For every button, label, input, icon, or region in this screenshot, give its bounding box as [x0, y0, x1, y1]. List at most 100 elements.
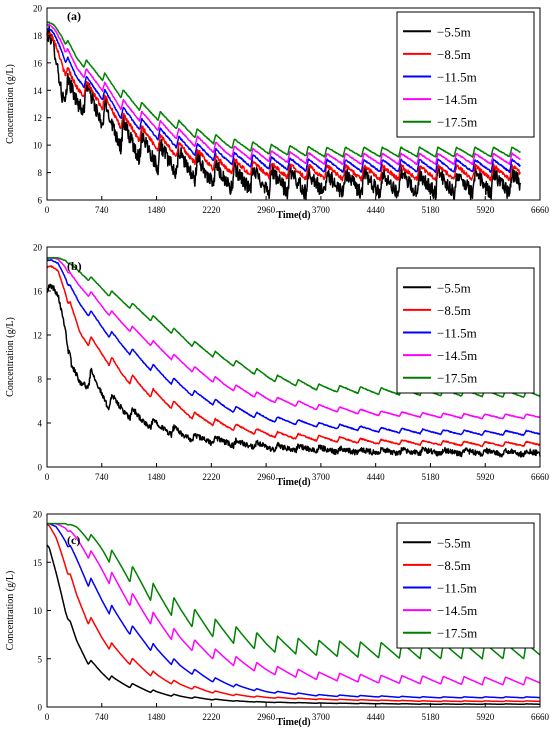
- x-tick-label: 1480: [148, 205, 167, 215]
- series-line: [46, 544, 541, 706]
- y-tick-label: 0: [38, 463, 43, 473]
- chart-panel-a: 0 740 1480 2220 2960 3700 4440 5180 5920 6660 6 8 10…: [5, 4, 550, 222]
- legend-label: −8.5m: [437, 303, 471, 318]
- x-tick-label: 2960: [257, 712, 276, 722]
- y-tick-label: 0: [38, 703, 43, 713]
- y-axis-label: Concentration (g/L): [5, 64, 16, 144]
- series-line: [46, 283, 541, 458]
- legend-label: −17.5m: [437, 626, 477, 641]
- y-tick-label: 8: [38, 168, 43, 178]
- x-tick-label: 5920: [476, 472, 495, 482]
- y-tick-label: 5: [38, 654, 43, 664]
- x-tick-label: 6660: [531, 472, 550, 482]
- series-line: [46, 23, 521, 166]
- y-tick-label: 4: [38, 419, 43, 429]
- legend-label: −14.5m: [437, 92, 477, 107]
- x-tick-label: 4440: [367, 205, 386, 215]
- legend-label: −17.5m: [437, 371, 477, 386]
- legend-label: −11.5m: [437, 581, 477, 596]
- y-tick-label: 10: [33, 606, 43, 616]
- y-tick-label: 18: [33, 31, 43, 41]
- x-tick-label: 740: [95, 472, 109, 482]
- y-tick-label: 6: [38, 196, 43, 206]
- y-tick-label: 15: [33, 558, 43, 568]
- legend-box: [396, 11, 535, 138]
- x-tick-label: 5920: [476, 712, 495, 722]
- x-tick-label: 5180: [421, 712, 440, 722]
- x-tick-label: 3700: [312, 205, 331, 215]
- panel-label: (b): [67, 259, 82, 273]
- series-line: [46, 25, 522, 201]
- y-axis-label: Concentration (g/L): [5, 317, 16, 397]
- y-tick-label: 12: [33, 113, 42, 123]
- x-tick-label: 5180: [421, 205, 440, 215]
- x-tick-label: 1480: [148, 712, 167, 722]
- legend-label: −5.5m: [437, 280, 471, 295]
- y-tick-label: 20: [33, 243, 43, 253]
- series-line: [46, 522, 541, 660]
- x-tick-label: 4440: [367, 472, 386, 482]
- legend-label: −14.5m: [437, 348, 477, 363]
- legend: −5.5m −8.5m −11.5m −14.5m −17.5m: [396, 11, 535, 138]
- x-tick-label: 5180: [421, 472, 440, 482]
- legend-label: −5.5m: [437, 535, 471, 550]
- x-tick-label: 5920: [476, 205, 495, 215]
- x-tick-label: 2960: [257, 205, 276, 215]
- panel-label: (a): [67, 9, 81, 23]
- series-line: [46, 27, 521, 174]
- series-line: [46, 256, 541, 398]
- x-tick-label: 6660: [531, 205, 550, 215]
- y-tick-label: 8: [38, 375, 43, 385]
- series-line: [46, 21, 521, 158]
- x-tick-label: 4440: [367, 712, 386, 722]
- y-tick-label: 16: [33, 287, 43, 297]
- legend-label: −11.5m: [437, 70, 477, 85]
- y-tick-label: 10: [33, 141, 43, 151]
- x-tick-label: 2220: [202, 712, 221, 722]
- chart-panel-c: 0 740 1480 2220 2960 3700 4440 5180 5920 6660 0 5 10…: [5, 510, 550, 729]
- series-line: [46, 265, 541, 448]
- chart-panel-b: 0 740 1480 2220 2960 3700 4440 5180 5920 6660 0 4 8 1…: [5, 243, 550, 489]
- x-tick-label: 0: [45, 472, 50, 482]
- legend-box: [396, 522, 535, 649]
- series-line: [46, 258, 541, 437]
- x-tick-label: 0: [45, 205, 50, 215]
- x-tick-label: 6660: [531, 712, 550, 722]
- y-tick-label: 16: [33, 58, 43, 68]
- series-line: [46, 523, 541, 703]
- legend-box: [396, 267, 535, 394]
- y-tick-label: 14: [33, 86, 43, 96]
- legend-label: −17.5m: [437, 115, 477, 130]
- plot-frame: [46, 246, 541, 468]
- series-line: [46, 522, 541, 686]
- series-line: [46, 522, 541, 699]
- x-axis-label: Time(d): [276, 477, 310, 488]
- y-tick-label: 20: [33, 510, 43, 520]
- legend: −5.5m −8.5m −11.5m −14.5m −17.5m: [396, 522, 535, 649]
- x-tick-label: 2220: [202, 472, 221, 482]
- plot-frame: [46, 7, 541, 201]
- x-tick-label: 740: [95, 205, 109, 215]
- series-line: [46, 32, 521, 182]
- legend-label: −11.5m: [437, 326, 477, 341]
- y-tick-label: 12: [33, 331, 42, 341]
- series-line: [46, 256, 541, 420]
- x-axis-label: Time(d): [276, 210, 310, 221]
- legend-label: −5.5m: [437, 24, 471, 39]
- x-tick-label: 2220: [202, 205, 221, 215]
- y-tick-label: 20: [33, 4, 43, 14]
- x-axis-label: Time(d): [276, 717, 310, 728]
- legend-label: −14.5m: [437, 603, 477, 618]
- legend-label: −8.5m: [437, 558, 471, 573]
- x-tick-label: 740: [95, 712, 109, 722]
- x-tick-label: 1480: [148, 472, 167, 482]
- x-tick-label: 3700: [312, 472, 331, 482]
- legend-label: −8.5m: [437, 47, 471, 62]
- x-tick-label: 2960: [257, 472, 276, 482]
- y-axis-label: Concentration (g/L): [5, 571, 16, 651]
- panel-label: (c): [67, 533, 80, 547]
- x-tick-label: 0: [45, 712, 50, 722]
- legend: −5.5m −8.5m −11.5m −14.5m −17.5m: [396, 267, 535, 394]
- x-tick-label: 3700: [312, 712, 331, 722]
